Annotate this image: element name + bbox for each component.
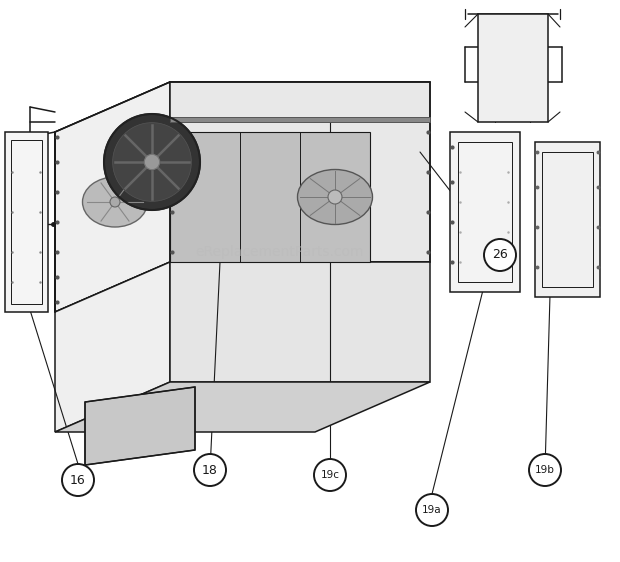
Polygon shape [55,262,170,432]
Polygon shape [55,82,170,312]
Circle shape [62,464,94,496]
Text: 19b: 19b [535,465,555,475]
Ellipse shape [82,177,148,227]
Polygon shape [170,262,430,382]
Text: eReplacementParts.com: eReplacementParts.com [196,245,365,259]
Polygon shape [5,132,48,312]
Circle shape [144,155,160,170]
Circle shape [314,459,346,491]
Circle shape [328,190,342,204]
Circle shape [104,114,200,210]
Polygon shape [170,132,370,262]
Circle shape [416,494,448,526]
Text: 19a: 19a [422,505,442,515]
Circle shape [113,123,192,201]
Polygon shape [55,382,430,432]
Text: 26: 26 [492,248,508,261]
Polygon shape [170,82,430,262]
Circle shape [484,239,516,271]
Ellipse shape [298,170,373,224]
Polygon shape [450,132,520,292]
Text: 19c: 19c [321,470,340,480]
Circle shape [194,454,226,486]
Text: 18: 18 [202,464,218,477]
Polygon shape [55,262,430,312]
Polygon shape [170,117,430,122]
Circle shape [529,454,561,486]
Polygon shape [55,82,430,132]
Circle shape [110,197,120,207]
Polygon shape [535,142,600,297]
Text: 16: 16 [70,474,86,487]
Polygon shape [85,387,195,465]
Polygon shape [478,14,548,122]
